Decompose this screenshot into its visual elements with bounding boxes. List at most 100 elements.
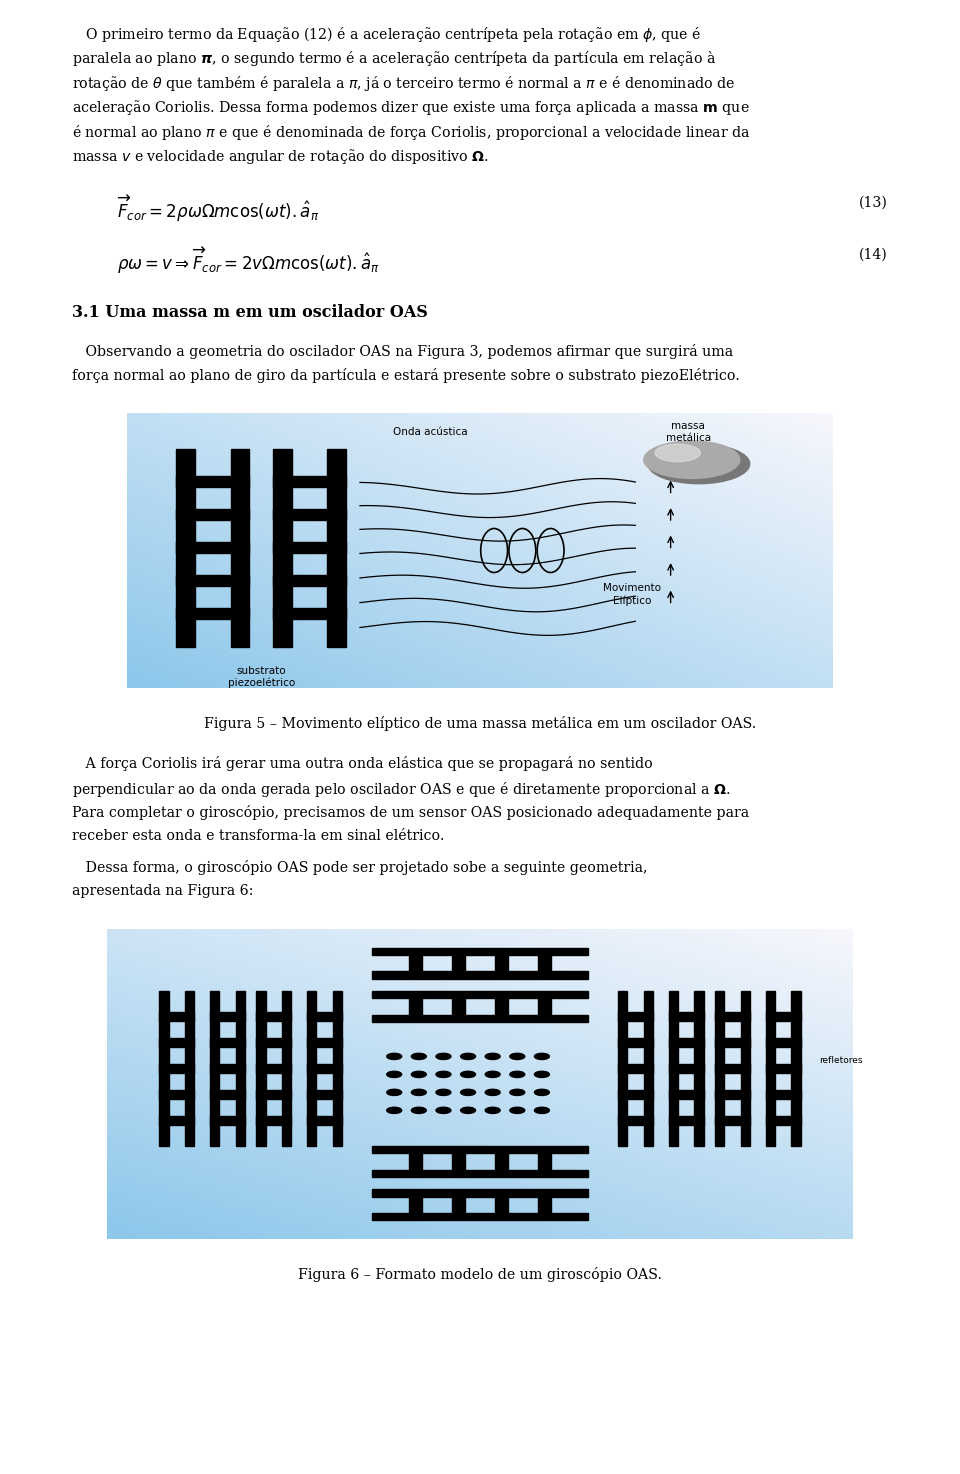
Text: 3.1 Uma massa m em um oscilador OAS: 3.1 Uma massa m em um oscilador OAS: [72, 304, 428, 321]
Bar: [715, 1064, 750, 1073]
Bar: [177, 575, 250, 587]
Bar: [495, 1197, 508, 1213]
Bar: [332, 991, 342, 1145]
Circle shape: [535, 1107, 549, 1113]
Bar: [618, 1089, 653, 1100]
Circle shape: [412, 1054, 426, 1060]
Bar: [177, 510, 250, 520]
Bar: [715, 1089, 750, 1100]
Bar: [495, 955, 508, 971]
Bar: [273, 448, 292, 647]
Circle shape: [535, 1089, 549, 1095]
Text: receber esta onda e transforma-la em sinal elétrico.: receber esta onda e transforma-la em sin…: [72, 830, 444, 843]
Text: rotação de $\theta$ que também é paralela a $\pi$, já o terceiro termo é normal : rotação de $\theta$ que também é paralel…: [72, 74, 735, 93]
Circle shape: [510, 1054, 525, 1060]
Circle shape: [485, 1072, 500, 1077]
Bar: [668, 1038, 704, 1048]
Bar: [177, 609, 250, 619]
Bar: [273, 476, 346, 488]
Bar: [452, 1154, 465, 1170]
Text: perpendicular ao da onda gerada pelo oscilador OAS e que é diretamente proporcio: perpendicular ao da onda gerada pelo osc…: [72, 781, 731, 799]
Bar: [668, 1089, 704, 1100]
Bar: [618, 991, 628, 1145]
Bar: [372, 1170, 588, 1178]
Bar: [668, 1064, 704, 1073]
Bar: [307, 1089, 342, 1100]
Bar: [766, 1013, 801, 1021]
Circle shape: [412, 1107, 426, 1113]
Bar: [235, 991, 245, 1145]
Bar: [372, 1145, 588, 1154]
Bar: [715, 1013, 750, 1021]
Circle shape: [535, 1054, 549, 1060]
Bar: [372, 971, 588, 979]
Text: Figura 5 – Movimento elíptico de uma massa metálica em um oscilador OAS.: Figura 5 – Movimento elíptico de uma mas…: [204, 716, 756, 731]
Bar: [495, 998, 508, 1014]
Bar: [273, 542, 346, 553]
Text: (13): (13): [859, 196, 888, 209]
Bar: [307, 1013, 342, 1021]
Circle shape: [436, 1072, 451, 1077]
Text: Onda acústica: Onda acústica: [394, 427, 468, 436]
Text: paralela ao plano $\boldsymbol{\pi}$, o segundo termo é a aceleração centrípeta : paralela ao plano $\boldsymbol{\pi}$, o …: [72, 50, 716, 68]
Text: $\overrightarrow{F}_{cor} = 2\rho\omega\Omega m\cos(\omega t).\hat{a}_{\pi}$: $\overrightarrow{F}_{cor} = 2\rho\omega\…: [117, 195, 320, 224]
Bar: [177, 542, 250, 553]
Circle shape: [648, 444, 750, 483]
Bar: [618, 1038, 653, 1048]
Bar: [766, 1038, 801, 1048]
Bar: [307, 1038, 342, 1048]
Bar: [539, 955, 551, 971]
Bar: [715, 1116, 750, 1125]
Bar: [256, 1013, 292, 1021]
Circle shape: [436, 1089, 451, 1095]
Bar: [273, 609, 346, 619]
Bar: [372, 991, 588, 998]
Bar: [159, 1064, 194, 1073]
Bar: [256, 1116, 292, 1125]
Circle shape: [461, 1089, 475, 1095]
Circle shape: [461, 1072, 475, 1077]
Bar: [273, 575, 346, 587]
Bar: [210, 1089, 245, 1100]
Bar: [495, 1154, 508, 1170]
Bar: [307, 1064, 342, 1073]
Circle shape: [485, 1107, 500, 1113]
Bar: [766, 1089, 801, 1100]
Circle shape: [387, 1089, 401, 1095]
Bar: [694, 991, 704, 1145]
Circle shape: [510, 1072, 525, 1077]
Bar: [791, 991, 801, 1145]
Bar: [372, 948, 588, 955]
Text: Dessa forma, o giroscópio OAS pode ser projetado sobe a seguinte geometria,: Dessa forma, o giroscópio OAS pode ser p…: [72, 859, 647, 876]
Bar: [307, 991, 316, 1145]
Text: substrato
piezoelétrico: substrato piezoelétrico: [228, 666, 295, 688]
Bar: [539, 1154, 551, 1170]
Bar: [327, 448, 346, 647]
Bar: [539, 1197, 551, 1213]
Bar: [766, 1116, 801, 1125]
Circle shape: [535, 1072, 549, 1077]
Bar: [372, 1190, 588, 1197]
Bar: [452, 998, 465, 1014]
Circle shape: [510, 1089, 525, 1095]
Circle shape: [412, 1072, 426, 1077]
Text: $\rho\omega = v \Rightarrow \overrightarrow{F}_{cor} = 2v\Omega m\cos(\omega t).: $\rho\omega = v \Rightarrow \overrightar…: [117, 246, 380, 276]
Bar: [159, 1038, 194, 1048]
Bar: [766, 1064, 801, 1073]
Bar: [177, 448, 195, 647]
Bar: [159, 1116, 194, 1125]
Text: (14): (14): [859, 248, 888, 262]
Bar: [256, 1064, 292, 1073]
Bar: [452, 1197, 465, 1213]
Bar: [210, 1064, 245, 1073]
Bar: [210, 1116, 245, 1125]
Bar: [372, 1213, 588, 1220]
Text: refletores: refletores: [820, 1057, 863, 1066]
Bar: [618, 1116, 653, 1125]
Bar: [210, 1013, 245, 1021]
Bar: [409, 955, 421, 971]
Bar: [668, 991, 678, 1145]
Text: O primeiro termo da Equação (12) é a aceleração centrípeta pela rotação em $\phi: O primeiro termo da Equação (12) é a ace…: [72, 25, 702, 44]
Circle shape: [436, 1107, 451, 1113]
Bar: [452, 955, 465, 971]
